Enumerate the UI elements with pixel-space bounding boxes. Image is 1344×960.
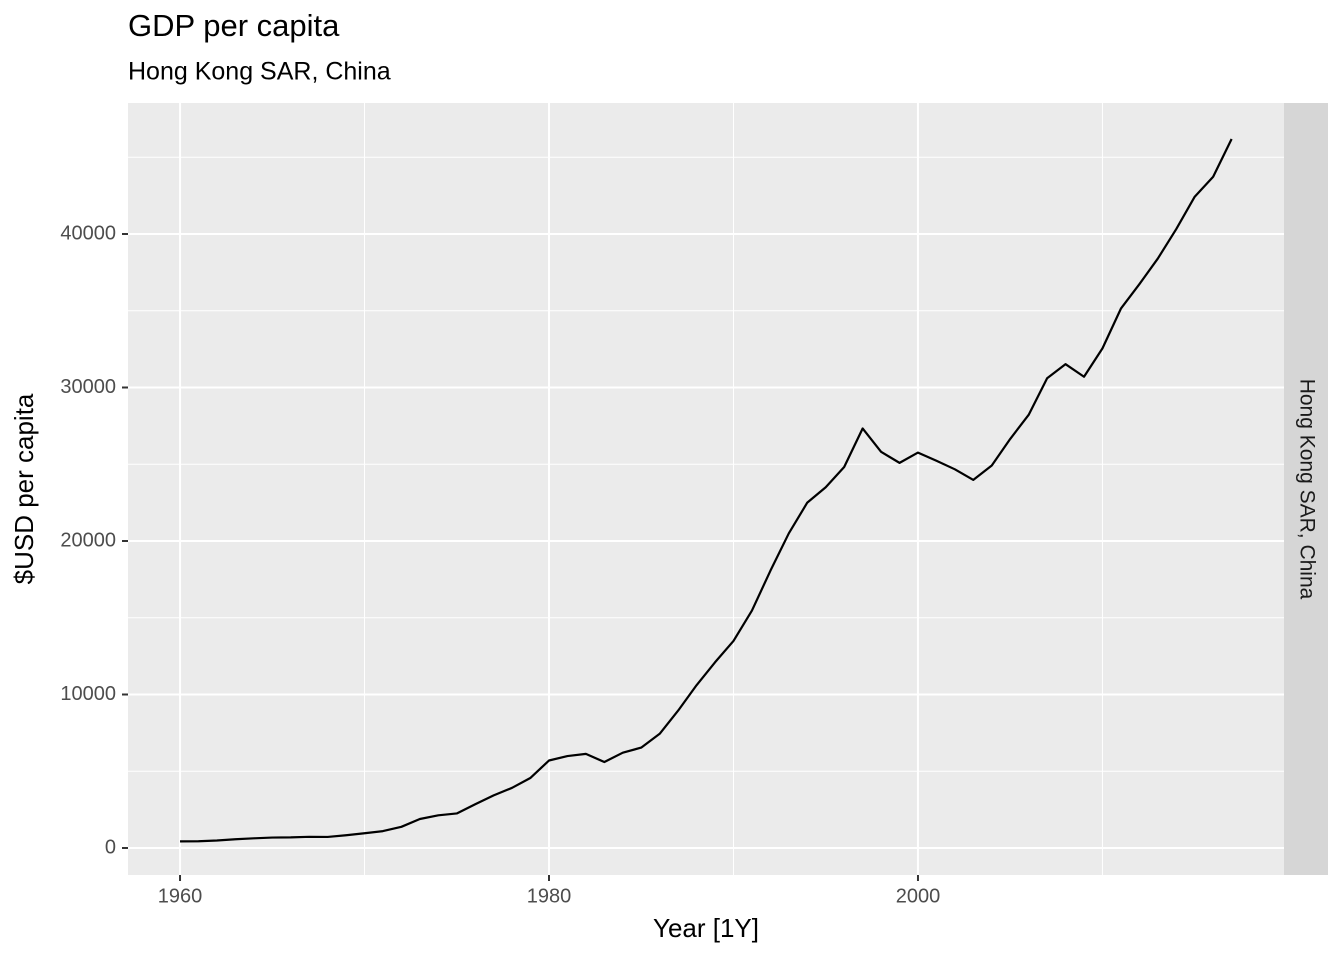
strip (1284, 103, 1328, 875)
y-tick-label: 20000 (60, 529, 116, 551)
y-tick-label: 10000 (60, 683, 116, 705)
facet-label: Hong Kong SAR, China (1295, 379, 1318, 600)
x-tick-label: 2000 (896, 885, 941, 907)
chart-title: GDP per capita (128, 8, 340, 43)
y-tick-label: 0 (105, 836, 116, 858)
y-tick-label: 30000 (60, 376, 116, 398)
chart-subtitle: Hong Kong SAR, China (128, 58, 391, 86)
panel (128, 103, 1284, 875)
y-axis-title: $USD per capita (9, 393, 39, 584)
x-axis-title: Year [1Y] (653, 913, 759, 943)
y-tick-label: 40000 (60, 222, 116, 244)
grid (128, 103, 1284, 875)
x-tick-label: 1960 (158, 885, 203, 907)
data-line (180, 138, 1233, 843)
x-tick-label: 1980 (527, 885, 572, 907)
